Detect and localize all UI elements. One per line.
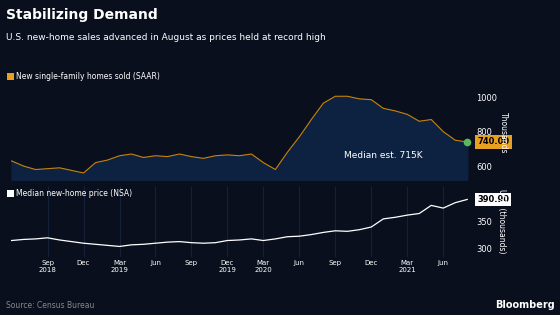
- Text: Source: Census Bureau: Source: Census Bureau: [6, 301, 94, 310]
- Y-axis label: Thousands: Thousands: [499, 112, 508, 153]
- Text: Median est. 715K: Median est. 715K: [344, 151, 423, 160]
- Text: Stabilizing Demand: Stabilizing Demand: [6, 8, 157, 22]
- Text: Median new-home price (NSA): Median new-home price (NSA): [16, 189, 132, 198]
- Text: New single-family homes sold (SAAR): New single-family homes sold (SAAR): [16, 72, 160, 81]
- Text: Bloomberg: Bloomberg: [494, 300, 554, 310]
- Y-axis label: USD (thousands): USD (thousands): [497, 189, 506, 254]
- Text: U.S. new-home sales advanced in August as prices held at record high: U.S. new-home sales advanced in August a…: [6, 33, 325, 42]
- Text: 390.90: 390.90: [477, 195, 510, 204]
- Text: 740.00: 740.00: [477, 137, 510, 146]
